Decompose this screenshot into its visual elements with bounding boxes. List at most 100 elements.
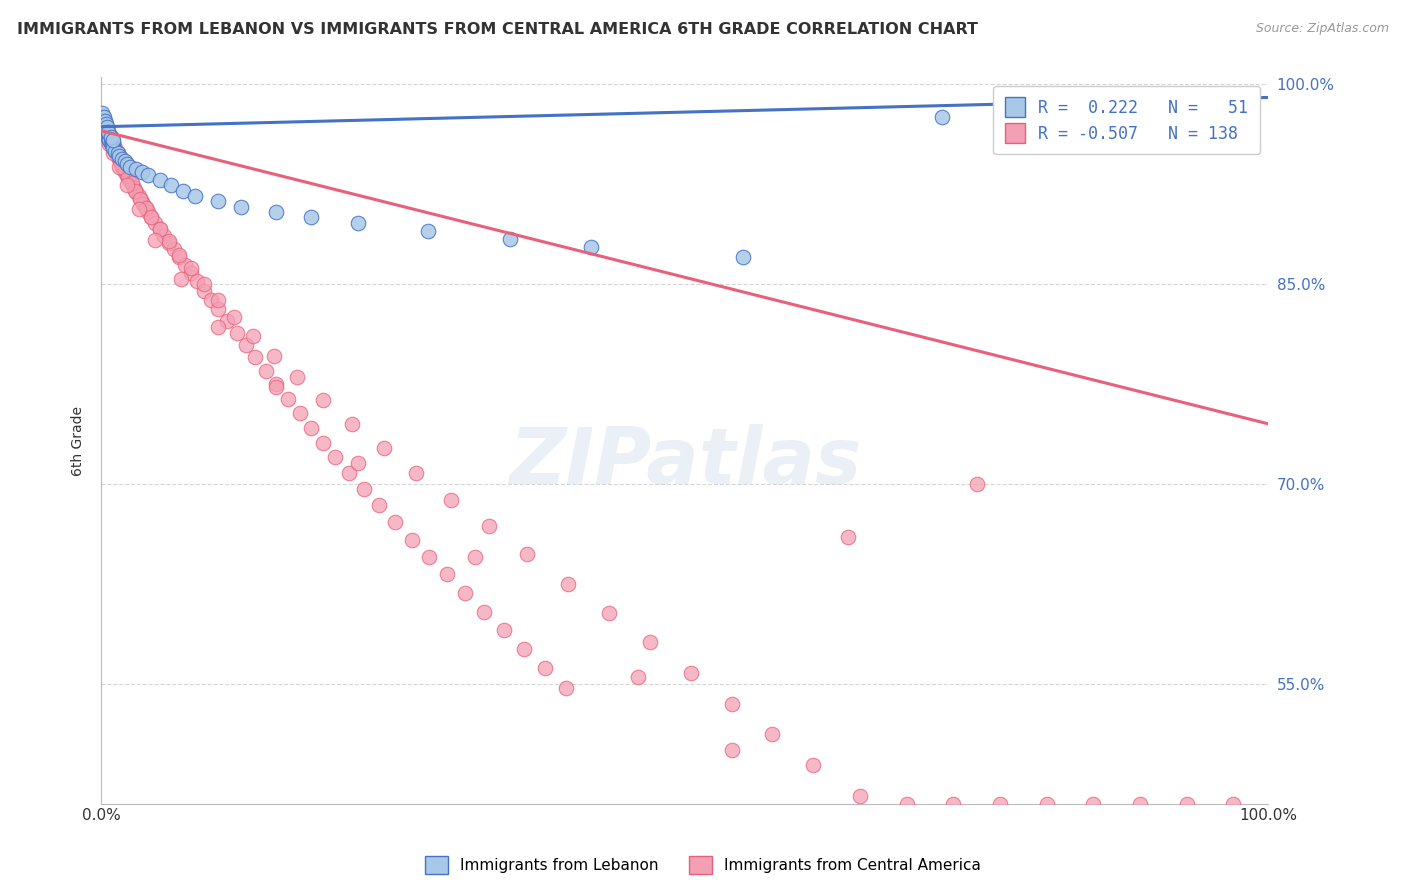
- Point: [533, 661, 555, 675]
- Point: [115, 178, 138, 193]
- Point: [183, 189, 205, 203]
- Point: [516, 548, 538, 562]
- Point: [107, 160, 129, 174]
- Point: [107, 149, 129, 163]
- Point: [111, 157, 134, 171]
- Point: [169, 271, 191, 285]
- Point: [94, 122, 117, 136]
- Point: [96, 122, 118, 136]
- Point: [124, 184, 146, 198]
- Point: [193, 284, 215, 298]
- Point: [148, 222, 170, 236]
- Point: [638, 635, 661, 649]
- Point: [478, 519, 501, 533]
- Point: [193, 277, 215, 291]
- Point: [91, 106, 114, 120]
- Text: IMMIGRANTS FROM LEBANON VS IMMIGRANTS FROM CENTRAL AMERICA 6TH GRADE CORRELATION: IMMIGRANTS FROM LEBANON VS IMMIGRANTS FR…: [17, 22, 977, 37]
- Point: [98, 130, 121, 145]
- Point: [97, 128, 120, 142]
- Point: [101, 133, 124, 147]
- Point: [464, 550, 486, 565]
- Point: [97, 132, 120, 146]
- Point: [93, 114, 115, 128]
- Point: [96, 122, 118, 136]
- Point: [337, 466, 360, 480]
- Point: [94, 122, 117, 136]
- Point: [125, 185, 148, 199]
- Point: [143, 216, 166, 230]
- Point: [242, 329, 264, 343]
- Point: [896, 797, 918, 811]
- Point: [761, 727, 783, 741]
- Point: [153, 229, 176, 244]
- Point: [581, 240, 603, 254]
- Point: [401, 533, 423, 547]
- Point: [100, 136, 122, 150]
- Point: [97, 125, 120, 139]
- Point: [117, 169, 139, 183]
- Point: [114, 162, 136, 177]
- Point: [93, 114, 115, 128]
- Point: [225, 326, 247, 341]
- Point: [93, 122, 115, 136]
- Point: [157, 235, 180, 249]
- Point: [436, 567, 458, 582]
- Point: [114, 154, 136, 169]
- Point: [97, 125, 120, 139]
- Point: [627, 670, 650, 684]
- Point: [200, 293, 222, 307]
- Point: [720, 697, 742, 711]
- Point: [162, 243, 184, 257]
- Point: [108, 154, 131, 169]
- Point: [1175, 797, 1198, 811]
- Point: [135, 201, 157, 215]
- Point: [169, 250, 191, 264]
- Point: [180, 266, 202, 280]
- Point: [107, 152, 129, 166]
- Point: [277, 392, 299, 406]
- Point: [353, 482, 375, 496]
- Point: [111, 160, 134, 174]
- Point: [97, 125, 120, 139]
- Point: [323, 450, 346, 465]
- Point: [988, 797, 1011, 811]
- Point: [207, 302, 229, 317]
- Point: [966, 476, 988, 491]
- Point: [224, 310, 246, 325]
- Point: [135, 201, 157, 215]
- Point: [128, 202, 150, 217]
- Point: [107, 146, 129, 161]
- Point: [598, 606, 620, 620]
- Point: [136, 205, 159, 219]
- Point: [174, 258, 197, 272]
- Point: [169, 247, 191, 261]
- Point: [207, 319, 229, 334]
- Point: [148, 222, 170, 236]
- Point: [108, 152, 131, 166]
- Point: [93, 112, 115, 126]
- Point: [101, 136, 124, 150]
- Point: [104, 144, 127, 158]
- Point: [100, 130, 122, 145]
- Point: [942, 797, 965, 811]
- Point: [110, 157, 132, 171]
- Point: [299, 211, 322, 225]
- Point: [100, 133, 122, 147]
- Point: [148, 173, 170, 187]
- Point: [288, 406, 311, 420]
- Point: [180, 260, 202, 275]
- Point: [1129, 797, 1152, 811]
- Point: [93, 111, 115, 125]
- Point: [107, 149, 129, 163]
- Point: [554, 681, 576, 695]
- Point: [122, 181, 145, 195]
- Point: [128, 192, 150, 206]
- Point: [733, 250, 755, 264]
- Point: [101, 136, 124, 150]
- Point: [849, 789, 872, 803]
- Point: [472, 605, 495, 619]
- Point: [132, 197, 155, 211]
- Point: [114, 165, 136, 179]
- Legend: R =  0.222   N =   51, R = -0.507   N = 138: R = 0.222 N = 51, R = -0.507 N = 138: [994, 86, 1260, 154]
- Point: [93, 117, 115, 131]
